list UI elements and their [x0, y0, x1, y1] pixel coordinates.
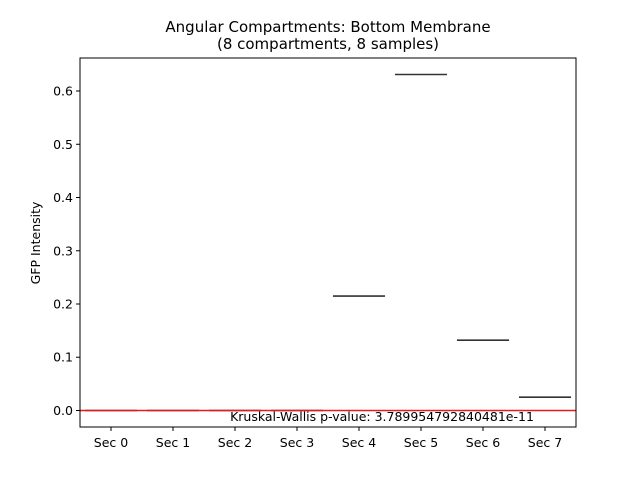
plot-frame	[79, 57, 577, 428]
x-tick-label: Sec 5	[404, 435, 438, 450]
plot-area: 0.0 0.1 0.2 0.3 0.4 0.5 0.6 Sec 0 Sec 1 Sec 2 Sec …	[53, 73, 576, 450]
x-tick-label: Sec 6	[466, 435, 500, 450]
y-tick-label: 0.2	[53, 297, 73, 312]
x-tick-label: Sec 1	[156, 435, 190, 450]
x-tick-label: Sec 7	[528, 435, 562, 450]
y-tick-label: 0.0	[53, 403, 73, 418]
chart-title: Angular Compartments: Bottom Membrane	[165, 18, 490, 36]
y-tick-label: 0.3	[53, 243, 73, 258]
y-axis-label: GFP Intensity	[28, 201, 43, 284]
x-tick-label: Sec 3	[280, 435, 314, 450]
y-tick-label: 0.4	[53, 190, 73, 205]
x-tick-label: Sec 4	[342, 435, 376, 450]
x-tick-label: Sec 0	[94, 435, 128, 450]
chart-subtitle: (8 compartments, 8 samples)	[217, 35, 439, 53]
y-tick-label: 0.6	[53, 84, 73, 99]
y-tick-label: 0.1	[53, 350, 73, 365]
x-tick-label: Sec 2	[218, 435, 252, 450]
kruskal-wallis-annotation: Kruskal-Wallis p-value: 3.78995479284048…	[230, 409, 534, 424]
y-tick-label: 0.5	[53, 137, 73, 152]
